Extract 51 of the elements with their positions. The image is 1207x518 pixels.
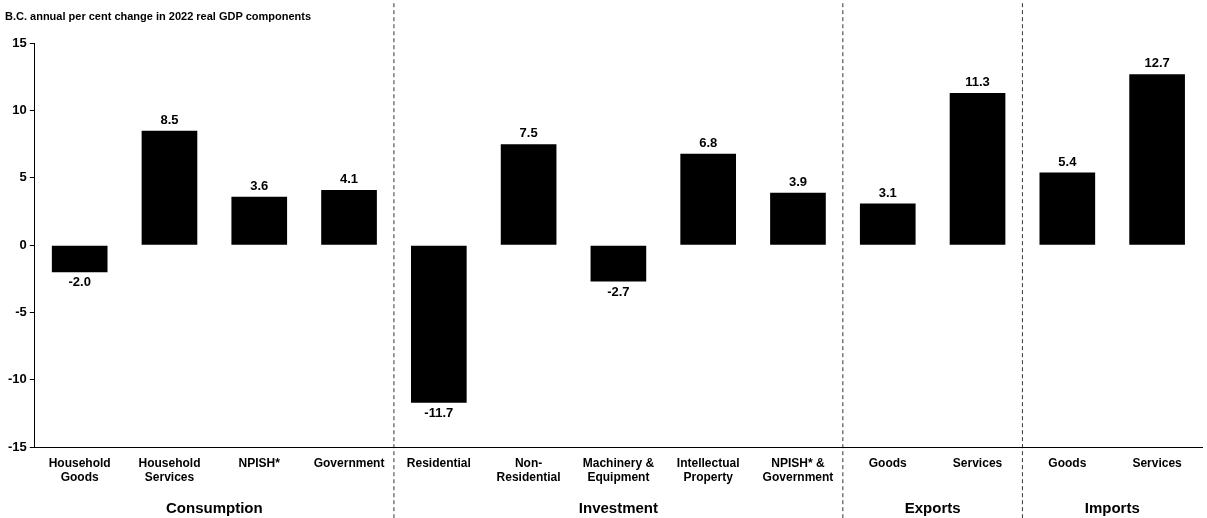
bar [410,245,467,403]
x-tick-label: NPISH* & Government [762,455,834,485]
y-tick-label: -5 [15,304,27,320]
x-tick-label: Residential [406,455,471,470]
bar [949,93,1006,245]
x-tick-label: Machinery & Equipment [582,455,655,485]
text: Consumption [166,498,263,516]
data-label: 3.6 [250,177,269,193]
x-tick-label: Services [1132,455,1183,470]
chart-title: B.C. annual per cent change in 2022 real GDP components [5,9,312,22]
data-label: -2.7 [607,283,630,299]
data-label: 3.9 [788,173,807,189]
data-label: 7.5 [519,125,538,141]
x-tick-label: Services [952,455,1003,470]
data-label: -11.7 [424,404,454,420]
bar [1039,172,1096,245]
data-label: 12.7 [1144,55,1170,71]
y-tick-label: 5 [19,169,27,185]
bar [859,203,916,245]
bar [770,192,826,245]
data-label: 4.1 [340,171,359,187]
text: Investment [578,498,658,516]
data-label: 11.3 [965,74,990,90]
bar [1129,74,1185,245]
bar [231,196,288,245]
x-tick-label: Goods [868,455,908,470]
text: Exports [904,498,961,516]
bar [680,153,737,245]
x-tick-label: Intellectual Property [676,455,740,485]
bar [51,245,108,273]
x-tick-label: NPISH* [238,455,281,470]
x-tick-label: Government [313,455,385,470]
y-tick-label: 15 [12,34,27,50]
x-tick-label: Goods [1048,455,1087,470]
bar [590,245,647,282]
data-label: 6.8 [699,134,718,150]
bar [500,144,557,245]
x-tick-label: Non- Residential [496,455,561,485]
y-tick-label: -10 [7,371,27,387]
x-tick-label: Household Services [138,455,201,485]
text: Imports [1084,498,1140,516]
data-label: 5.4 [1058,153,1078,169]
y-tick-label: -15 [7,438,27,454]
data-label: 3.1 [878,184,897,200]
y-tick-label: 10 [12,102,27,118]
bar [321,189,377,245]
y-tick-label: 0 [19,236,27,252]
x-tick-label: Household Goods [48,455,111,485]
data-label: 8.5 [160,111,179,127]
bar [141,130,198,245]
data-label: -2.0 [68,274,91,290]
